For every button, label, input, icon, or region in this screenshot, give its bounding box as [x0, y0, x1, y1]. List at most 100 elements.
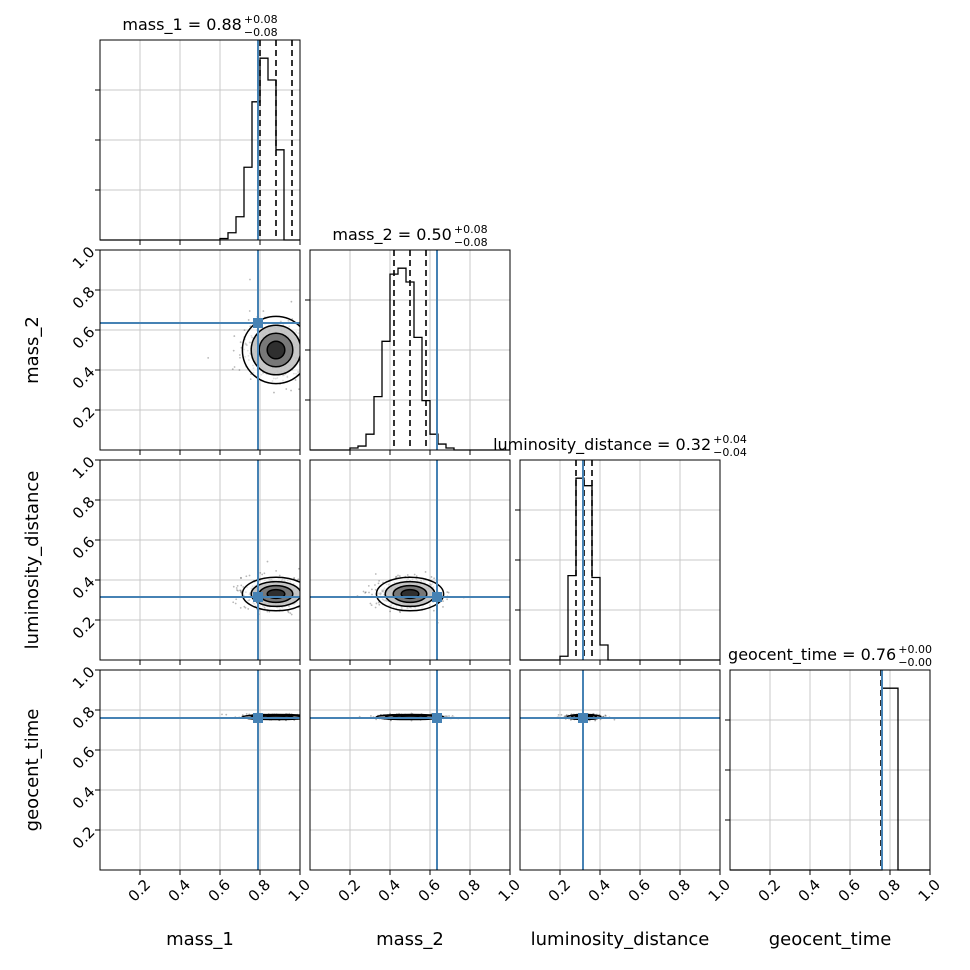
sample-point	[604, 714, 607, 717]
title-minus: −0.08	[244, 26, 278, 39]
sample-point	[398, 610, 401, 613]
panel-border	[519, 459, 721, 661]
sample-point	[233, 366, 236, 368]
sample-point	[245, 713, 248, 715]
sample-point	[239, 589, 242, 592]
sample-point	[308, 382, 310, 384]
x-tick-label: 1.0	[915, 876, 945, 906]
sample-point	[432, 609, 435, 612]
sample-point	[300, 719, 302, 721]
sample-point	[278, 574, 281, 577]
sample-point	[406, 574, 409, 576]
sample-point	[378, 579, 380, 582]
sample-point	[604, 715, 607, 717]
sample-point	[302, 718, 304, 720]
panel-geocent_time-geocent_time	[725, 669, 931, 875]
x-tick-label: 0.8	[665, 876, 695, 906]
sample-point	[275, 570, 278, 572]
title-main: mass_2 = 0.50	[332, 225, 451, 245]
sample-point	[240, 590, 242, 593]
y-tick-label: 0.4	[69, 573, 99, 603]
sample-point	[305, 717, 307, 719]
title-main: geocent_time = 0.76	[728, 645, 896, 665]
sample-point	[233, 335, 236, 337]
sample-point	[297, 578, 300, 581]
y-tick-label: 0.6	[69, 323, 99, 353]
sample-point	[370, 588, 373, 591]
sample-point	[266, 610, 269, 613]
y-tick-label: 0.2	[69, 823, 99, 853]
sample-point	[240, 576, 242, 579]
sample-point	[302, 370, 304, 372]
sample-point	[594, 719, 597, 722]
sample-point	[303, 717, 305, 719]
panel-mass_2-mass_1	[95, 249, 310, 455]
sample-point	[302, 603, 304, 605]
sample-point	[304, 584, 306, 586]
sample-point	[303, 718, 305, 720]
x-axis-label-geocent_time: geocent_time	[769, 929, 892, 950]
truth-marker	[578, 713, 588, 723]
sample-point	[298, 388, 300, 391]
x-tick-label: 0.6	[625, 876, 655, 906]
sample-point	[301, 586, 303, 588]
y-tick-label: 1.0	[69, 663, 99, 693]
sample-point	[302, 345, 304, 347]
sample-point	[232, 585, 235, 588]
panel-luminosity_distance-mass_2	[309, 459, 511, 665]
sample-point	[375, 602, 378, 605]
title-plus: +0.04	[713, 433, 747, 446]
x-tick-label: 1.0	[285, 876, 315, 906]
sample-point	[263, 572, 266, 575]
sample-point	[248, 574, 251, 577]
title-plus: +0.08	[454, 223, 488, 236]
panel-border	[309, 459, 511, 661]
sample-point	[235, 598, 238, 601]
x-tick-label: 0.6	[835, 876, 865, 906]
sample-point	[237, 589, 239, 592]
truth-marker	[253, 318, 263, 328]
sample-point	[240, 584, 243, 587]
sample-point	[394, 576, 397, 579]
title-main: luminosity_distance = 0.32	[493, 435, 711, 455]
sample-point	[378, 603, 381, 606]
sample-point	[442, 606, 444, 608]
sample-point	[368, 591, 370, 594]
sample-point	[362, 590, 365, 593]
panel-border	[519, 669, 721, 871]
sample-point	[560, 713, 563, 716]
panel-mass_2-mass_2	[305, 249, 511, 455]
sample-point	[442, 600, 444, 602]
x-tick-label: 0.2	[335, 876, 365, 906]
sample-point	[304, 599, 306, 601]
sample-point	[301, 366, 303, 368]
y-tick-label: 1.0	[69, 243, 99, 273]
sample-point	[304, 584, 306, 586]
sample-point	[306, 715, 308, 717]
sample-point	[304, 601, 306, 603]
sample-point	[369, 602, 372, 605]
sample-point	[207, 357, 210, 359]
sample-point	[225, 713, 228, 716]
sample-point	[377, 582, 380, 585]
sample-point	[302, 351, 304, 353]
sample-point	[308, 718, 310, 720]
sample-point	[297, 567, 300, 570]
sample-point	[304, 717, 306, 719]
x-tick-label: 0.2	[755, 876, 785, 906]
panel-border	[729, 669, 931, 871]
sample-point	[287, 611, 290, 614]
sample-point	[239, 356, 241, 359]
sample-point	[221, 713, 223, 716]
sample-point	[290, 300, 293, 303]
y-tick-label: 0.6	[69, 743, 99, 773]
sample-point	[268, 610, 271, 613]
sample-point	[235, 589, 238, 591]
sample-point	[374, 588, 377, 591]
sample-point	[240, 577, 242, 580]
sample-point	[302, 715, 304, 717]
title-luminosity_distance: luminosity_distance = 0.32 +0.04−0.04	[493, 433, 747, 459]
sample-point	[370, 604, 373, 606]
sample-point	[248, 310, 251, 312]
